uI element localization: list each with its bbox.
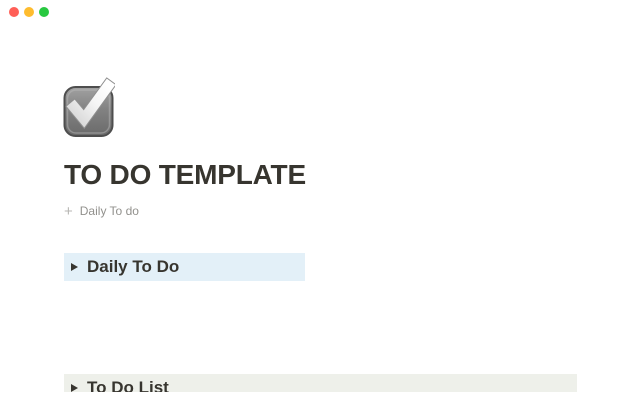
check-mark-emoji-icon[interactable] (63, 76, 117, 138)
zoom-button[interactable] (39, 7, 49, 17)
toggle-heading-label: To Do List (87, 378, 169, 392)
toggle-arrow-icon[interactable] (71, 384, 78, 392)
toggle-heading-label: Daily To Do (87, 257, 180, 276)
plus-icon: + (64, 202, 73, 220)
toggle-row: Daily To Do (64, 253, 305, 281)
toggle-arrow-icon[interactable] (71, 263, 78, 271)
toggle-heading-to-do-list[interactable]: To Do List (64, 374, 577, 392)
minimize-button[interactable] (24, 7, 34, 17)
close-button[interactable] (9, 7, 19, 17)
toggle-row: To Do List (64, 374, 577, 392)
template-button[interactable]: + Daily To do (64, 202, 139, 220)
window-controls (9, 7, 49, 17)
toggle-heading-daily-to-do[interactable]: Daily To Do (64, 253, 305, 281)
template-button-label: Daily To do (79, 203, 139, 218)
page-title[interactable]: TO DO TEMPLATE (64, 159, 306, 190)
